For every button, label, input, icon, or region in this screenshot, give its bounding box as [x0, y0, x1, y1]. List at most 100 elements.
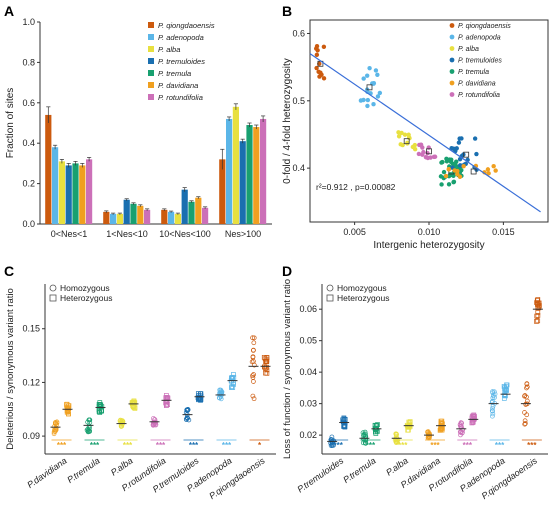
y-tick-label: 0.05 — [299, 336, 317, 346]
heterozygous-point — [374, 423, 379, 428]
legend-swatch-a-p-tremula — [148, 70, 154, 76]
bar-p-adenopoda-1 — [110, 213, 117, 224]
point-p-adenopoda — [361, 76, 366, 81]
point-p-qiongdaoensis — [321, 76, 327, 81]
point-p-rotundifolia — [416, 151, 422, 157]
point-p-davidiana — [461, 163, 466, 169]
point-p-tremula — [444, 156, 449, 161]
panel-c-strip-plot: 0.09 0.12 0.15 Deleterious / synonymous var… — [5, 283, 276, 501]
point-p-qiongdaoensis — [316, 69, 321, 75]
heterozygous-point — [501, 396, 507, 401]
bar-p-qiongdaoensis-3 — [219, 159, 226, 224]
x-axis-label-b: Intergenic heterozygosity — [373, 240, 484, 251]
legend-swatch-a-p-qiongdaoensis — [148, 22, 154, 28]
bar-p-davidiana-3 — [253, 127, 260, 224]
point-p-davidiana — [455, 168, 460, 174]
heterozygous-point — [131, 398, 137, 404]
bar-p-adenopoda-2 — [168, 211, 175, 224]
legend-label-b-p-tremula: P. tremula — [458, 69, 489, 76]
point-p-tremuloides — [474, 151, 479, 157]
x-tick-label-b: 0.010 — [418, 227, 441, 237]
point-p-adenopoda — [367, 65, 372, 71]
legend-dot-b-p-adenopoda — [449, 34, 455, 40]
point-p-adenopoda — [365, 103, 370, 109]
heterozygous-point — [469, 420, 475, 426]
heterozygous-point — [229, 384, 235, 389]
homozygous-point — [250, 375, 256, 380]
bar-p-davidiana-1 — [137, 205, 144, 224]
legend-label-a-p-tremuloides: P. tremuloides — [158, 57, 205, 66]
y-tick-label-a: 0.8 — [22, 57, 35, 67]
point-p-tremula — [454, 159, 459, 164]
homozygous-point — [118, 417, 123, 423]
homozygous-point — [86, 417, 92, 423]
x-tick-label-b: 0.015 — [492, 227, 515, 237]
significance-label: *** — [333, 441, 343, 450]
heterozygous-point — [407, 422, 412, 428]
point-p-adenopoda — [375, 72, 380, 77]
legend-label-b-p-tremuloides: P. tremuloides — [458, 58, 502, 65]
heterozygous-point — [534, 300, 539, 305]
point-p-tremula — [441, 169, 447, 175]
point-p-qiongdaoensis — [315, 48, 320, 53]
point-p-adenopoda — [375, 94, 381, 99]
homozygous-point — [522, 393, 528, 398]
homozygous-point — [184, 407, 190, 413]
homozygous-point — [524, 384, 530, 390]
significance-label: *** — [90, 441, 100, 450]
homozygous-point — [360, 430, 366, 436]
homozygous-point — [458, 423, 463, 429]
point-p-tremuloides — [457, 163, 463, 168]
legend-label-a-p-adenopoda: P. adenopoda — [158, 33, 204, 42]
bar-p-tremuloides-3 — [239, 141, 246, 224]
heterozygous-point — [164, 393, 169, 398]
homozygous-point — [361, 433, 366, 438]
bar-p-qiongdaoensis-1 — [103, 211, 110, 224]
heterozygous-point — [502, 385, 508, 390]
point-p-davidiana — [486, 171, 491, 176]
bar-p-alba-1 — [116, 213, 123, 224]
x-tick-label-a: 10<Nes<100 — [159, 229, 211, 239]
point-p-alba — [412, 146, 418, 152]
point-p-alba — [402, 132, 408, 137]
panel-label-b: B — [282, 3, 292, 19]
homozygous-point — [251, 335, 257, 341]
x-tick-label-b: 0.005 — [343, 227, 366, 237]
homozygous-point — [524, 412, 530, 418]
legend-label-a-p-qiongdaoensis: P. qiongdaoensis — [158, 21, 215, 30]
y-axis-label-panelC: Deleterious / synonymous variant ratio — [5, 288, 16, 450]
homozygous-point — [251, 362, 257, 368]
point-p-tremula — [440, 159, 445, 165]
homozygous-point — [363, 440, 368, 446]
significance-label: *** — [123, 441, 133, 450]
y-tick-label: 0.04 — [299, 367, 317, 377]
point-p-qiongdaoensis — [317, 74, 322, 79]
legend-dot-b-p-tremula — [449, 69, 455, 74]
panel-d-strip-plot: 0.02 0.03 0.04 0.05 0.06 Loss of function / s… — [282, 279, 548, 501]
homozygous-point — [185, 415, 191, 421]
significance-label: *** — [430, 441, 440, 450]
homozygous-point — [524, 385, 529, 391]
panel-label-a: A — [4, 3, 14, 19]
point-p-davidiana — [493, 168, 498, 173]
heterozygous-point — [198, 397, 204, 402]
legend-label-b-p-rotundifolia: P. rotundifolia — [458, 92, 500, 99]
legend-label-b-p-adenopoda: P. adenopoda — [458, 35, 501, 42]
homozygous-point — [251, 372, 256, 377]
heterozygous-point — [97, 410, 103, 415]
bar-p-tremula-0 — [72, 163, 79, 224]
point-p-alba — [396, 130, 401, 135]
bar-p-qiongdaoensis-0 — [45, 114, 52, 224]
point-p-tremuloides — [472, 136, 478, 141]
bar-p-alba-2 — [174, 213, 181, 224]
heterozygous-point — [535, 310, 541, 315]
y-tick-label: 0.06 — [299, 304, 317, 314]
homozygous-point — [490, 411, 496, 417]
homozygous-point — [86, 423, 92, 429]
homozygous-point — [524, 381, 530, 386]
point-p-tremuloides — [459, 136, 464, 141]
panel-a-bar-chart: 0.0 0.2 0.4 0.6 0.8 1.0 Fraction of sites 0<Nes… — [5, 17, 272, 239]
homozygous-point — [425, 429, 431, 435]
homozygous-point — [522, 421, 528, 427]
y-tick-label-b: 0.6 — [292, 28, 305, 38]
